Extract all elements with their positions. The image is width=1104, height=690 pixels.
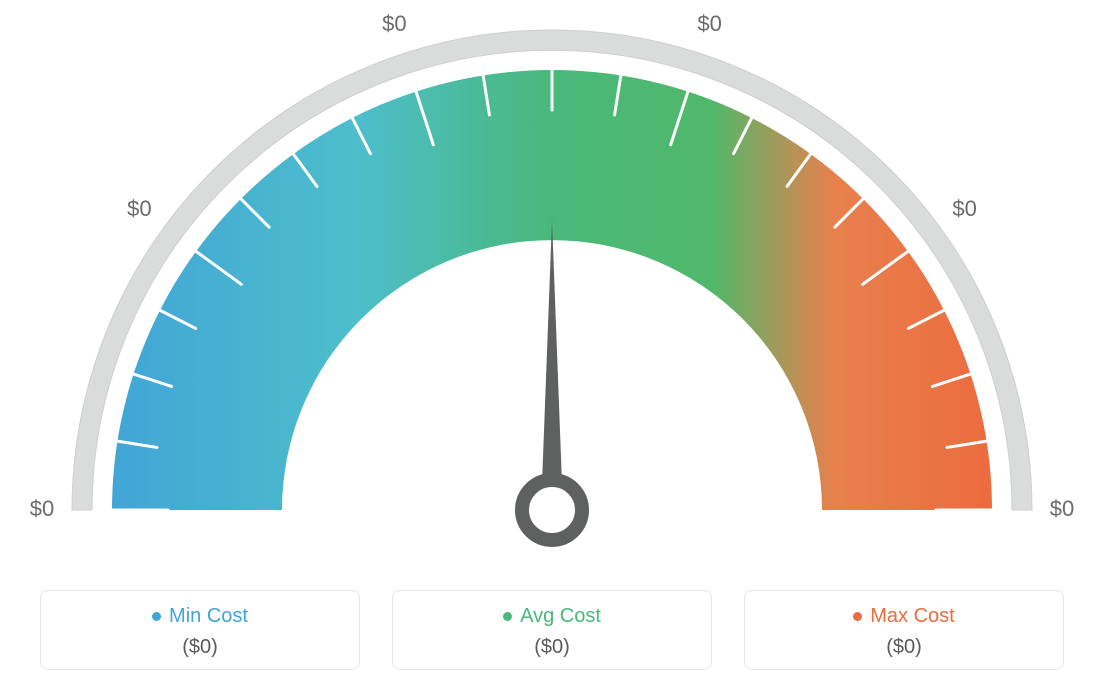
legend-value-avg: ($0) (393, 636, 711, 659)
svg-text:$0: $0 (382, 11, 406, 36)
legend-value-max: ($0) (745, 636, 1063, 659)
legend-title-min: Min Cost (152, 605, 248, 628)
legend-dot-avg (503, 612, 512, 621)
legend-row: Min Cost ($0) Avg Cost ($0) Max Cost ($0… (40, 590, 1064, 670)
legend-dot-max (853, 612, 862, 621)
svg-text:$0: $0 (1050, 496, 1074, 521)
svg-text:$0: $0 (697, 11, 721, 36)
legend-value-min: ($0) (41, 636, 359, 659)
legend-title-avg: Avg Cost (503, 605, 601, 628)
legend-label-min: Min Cost (169, 605, 248, 628)
legend-title-max: Max Cost (853, 605, 954, 628)
gauge-svg: $0 $0 $0 $0 $0 $0 (0, 0, 1104, 560)
svg-text:$0: $0 (952, 196, 976, 221)
legend-label-avg: Avg Cost (520, 605, 601, 628)
svg-text:$0: $0 (30, 496, 54, 521)
svg-text:$0: $0 (127, 196, 151, 221)
legend-label-max: Max Cost (870, 605, 954, 628)
legend-dot-min (152, 612, 161, 621)
legend-card-max: Max Cost ($0) (744, 590, 1064, 670)
legend-card-min: Min Cost ($0) (40, 590, 360, 670)
legend-card-avg: Avg Cost ($0) (392, 590, 712, 670)
gauge-chart: $0 $0 $0 $0 $0 $0 (0, 0, 1104, 560)
